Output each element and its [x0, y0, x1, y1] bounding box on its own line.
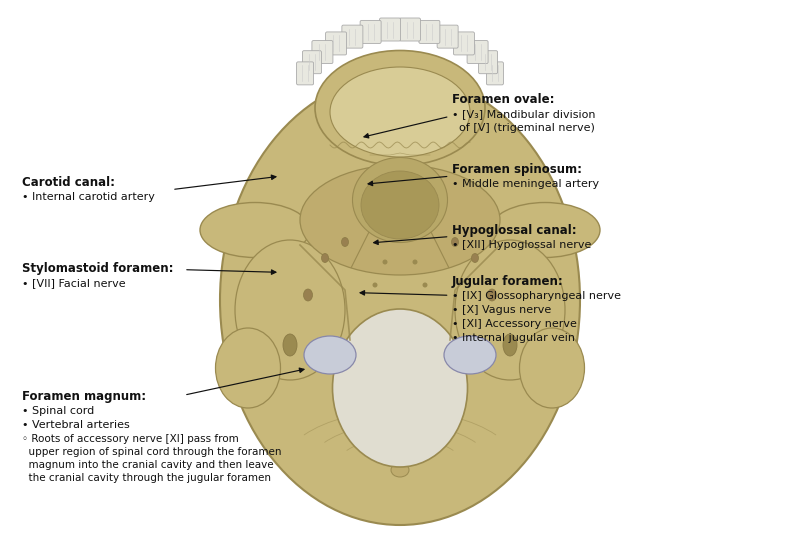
- Text: Jugular foramen:: Jugular foramen:: [452, 275, 564, 288]
- FancyBboxPatch shape: [312, 41, 333, 64]
- Ellipse shape: [303, 289, 313, 301]
- Ellipse shape: [333, 309, 467, 467]
- Ellipse shape: [220, 75, 580, 525]
- Text: • Middle meningeal artery: • Middle meningeal artery: [452, 179, 599, 189]
- Ellipse shape: [373, 282, 378, 287]
- Ellipse shape: [413, 260, 418, 264]
- Text: Hypoglossal canal:: Hypoglossal canal:: [452, 224, 577, 237]
- Text: Foramen magnum:: Foramen magnum:: [22, 390, 146, 403]
- FancyBboxPatch shape: [486, 62, 503, 85]
- Text: • Spinal cord: • Spinal cord: [22, 406, 94, 416]
- Ellipse shape: [519, 328, 585, 408]
- FancyArrowPatch shape: [431, 232, 449, 268]
- FancyBboxPatch shape: [454, 32, 474, 55]
- Ellipse shape: [322, 254, 329, 263]
- Ellipse shape: [444, 336, 496, 374]
- Ellipse shape: [342, 238, 349, 247]
- Ellipse shape: [300, 165, 500, 275]
- Text: • Internal carotid artery: • Internal carotid artery: [22, 192, 155, 202]
- Ellipse shape: [490, 202, 600, 257]
- Ellipse shape: [420, 340, 460, 400]
- Text: Foramen spinosum:: Foramen spinosum:: [452, 163, 582, 176]
- Text: magnum into the cranial cavity and then leave: magnum into the cranial cavity and then …: [22, 460, 274, 470]
- FancyBboxPatch shape: [419, 20, 440, 43]
- Ellipse shape: [391, 463, 409, 477]
- Text: Stylomastoid foramen:: Stylomastoid foramen:: [22, 262, 174, 274]
- Text: ◦ Roots of accessory nerve [XI] pass from: ◦ Roots of accessory nerve [XI] pass fro…: [22, 434, 239, 444]
- FancyBboxPatch shape: [360, 20, 381, 43]
- Ellipse shape: [487, 289, 497, 301]
- Ellipse shape: [353, 158, 447, 242]
- Ellipse shape: [235, 240, 345, 380]
- FancyBboxPatch shape: [478, 51, 498, 74]
- FancyBboxPatch shape: [467, 41, 488, 64]
- Ellipse shape: [382, 260, 387, 264]
- Ellipse shape: [471, 254, 478, 263]
- FancyBboxPatch shape: [437, 25, 458, 48]
- Text: of [V] (trigeminal nerve): of [V] (trigeminal nerve): [452, 123, 595, 134]
- FancyBboxPatch shape: [302, 51, 322, 74]
- Text: • Internal jugular vein: • Internal jugular vein: [452, 333, 575, 343]
- FancyBboxPatch shape: [326, 32, 346, 55]
- FancyBboxPatch shape: [399, 18, 421, 41]
- Text: • Vertebral arteries: • Vertebral arteries: [22, 420, 130, 430]
- Ellipse shape: [503, 334, 517, 356]
- Ellipse shape: [422, 282, 427, 287]
- Text: • [IX] Glossopharyngeal nerve: • [IX] Glossopharyngeal nerve: [452, 291, 621, 301]
- Ellipse shape: [200, 202, 310, 257]
- Ellipse shape: [340, 340, 380, 400]
- FancyBboxPatch shape: [379, 18, 401, 41]
- Text: • [XI] Accessory nerve: • [XI] Accessory nerve: [452, 319, 577, 329]
- Text: Carotid canal:: Carotid canal:: [22, 176, 115, 189]
- FancyBboxPatch shape: [297, 62, 314, 85]
- Ellipse shape: [455, 240, 565, 380]
- Text: upper region of spinal cord through the foramen: upper region of spinal cord through the …: [22, 447, 282, 457]
- Text: • [XII] Hypoglossal nerve: • [XII] Hypoglossal nerve: [452, 240, 591, 250]
- Ellipse shape: [304, 336, 356, 374]
- Text: Foramen ovale:: Foramen ovale:: [452, 93, 554, 106]
- FancyBboxPatch shape: [342, 25, 363, 48]
- Text: • [V₃] Mandibular division: • [V₃] Mandibular division: [452, 109, 595, 120]
- Text: • [X] Vagus nerve: • [X] Vagus nerve: [452, 305, 551, 315]
- Ellipse shape: [361, 171, 439, 239]
- Text: the cranial cavity through the jugular foramen: the cranial cavity through the jugular f…: [22, 473, 271, 483]
- Ellipse shape: [315, 51, 485, 166]
- Text: • [VII] Facial nerve: • [VII] Facial nerve: [22, 278, 126, 288]
- Ellipse shape: [215, 328, 281, 408]
- Ellipse shape: [283, 334, 297, 356]
- Ellipse shape: [330, 67, 470, 157]
- FancyArrowPatch shape: [351, 232, 369, 268]
- Ellipse shape: [451, 238, 458, 247]
